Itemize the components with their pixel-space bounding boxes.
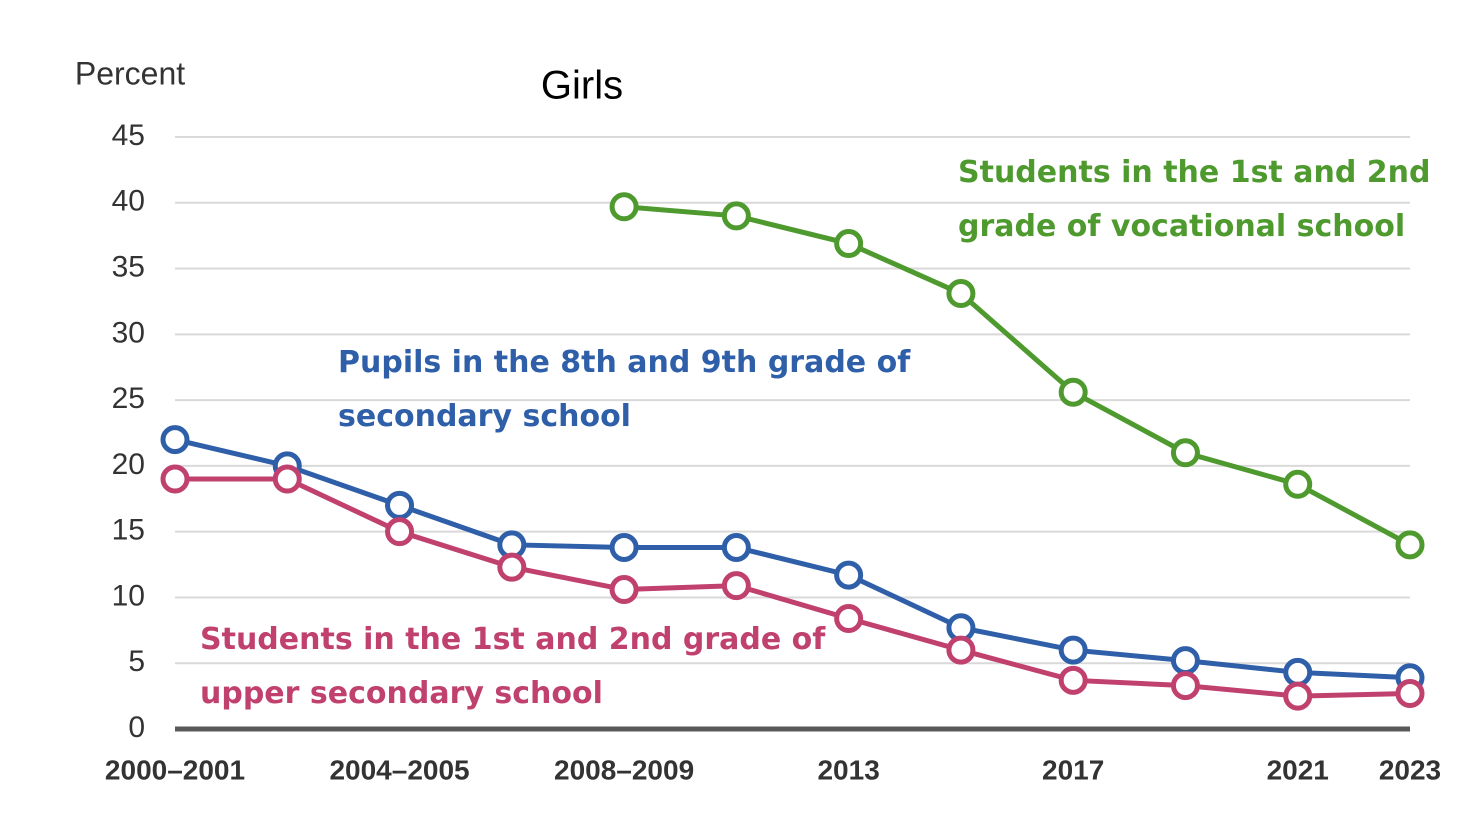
point <box>721 571 751 601</box>
point <box>1283 469 1313 499</box>
point <box>1058 635 1088 665</box>
y-tick-label: 30 <box>112 316 145 349</box>
point <box>609 192 639 222</box>
point <box>946 635 976 665</box>
point <box>609 575 639 605</box>
point <box>160 425 190 455</box>
point <box>721 201 751 231</box>
series-line <box>175 476 1411 699</box>
series-label: Pupils in the 8th and 9th grade of secon… <box>338 345 911 434</box>
y-tick-label: 15 <box>112 514 145 547</box>
x-tick-label: 2017 <box>1042 754 1104 785</box>
chart-title: Girls <box>541 64 623 108</box>
point <box>834 229 864 259</box>
point <box>721 532 751 562</box>
point <box>1058 665 1088 695</box>
x-tick-label: 2021 <box>1267 754 1329 785</box>
point <box>385 517 415 547</box>
y-tick-label: 0 <box>128 711 145 744</box>
point <box>946 279 976 309</box>
point <box>1395 678 1425 708</box>
y-tick-label: 40 <box>112 185 145 218</box>
point <box>834 560 864 590</box>
y-tick-label: 35 <box>112 250 145 283</box>
point <box>834 603 864 633</box>
y-tick-label: 45 <box>112 119 145 152</box>
x-tick-label: 2000–2001 <box>105 754 245 785</box>
x-tick-label: 2008–2009 <box>554 754 694 785</box>
point <box>609 532 639 562</box>
x-tick-label: 2023 <box>1379 754 1441 785</box>
point <box>1170 438 1200 468</box>
point <box>497 552 527 582</box>
y-tick-label: 5 <box>128 645 145 678</box>
series-label: Students in the 1st and 2nd grade of voc… <box>958 155 1431 244</box>
x-tick-label: 2004–2005 <box>329 754 469 785</box>
y-tick-label: 20 <box>112 448 145 481</box>
point <box>160 464 190 494</box>
point <box>1395 530 1425 560</box>
x-tick-label: 2013 <box>817 754 879 785</box>
point <box>272 464 302 494</box>
point <box>1283 681 1313 711</box>
point <box>1283 657 1313 687</box>
y-tick-label: 10 <box>112 579 145 612</box>
series-line <box>174 437 1411 681</box>
series-label: Students in the 1st and 2nd grade of upp… <box>200 622 826 711</box>
point <box>385 490 415 520</box>
y-tick-label: 25 <box>112 382 145 415</box>
point <box>1058 377 1088 407</box>
point <box>1170 646 1200 676</box>
point <box>1170 671 1200 701</box>
series-line <box>623 204 1412 548</box>
y-axis-label: Percent <box>75 55 185 91</box>
